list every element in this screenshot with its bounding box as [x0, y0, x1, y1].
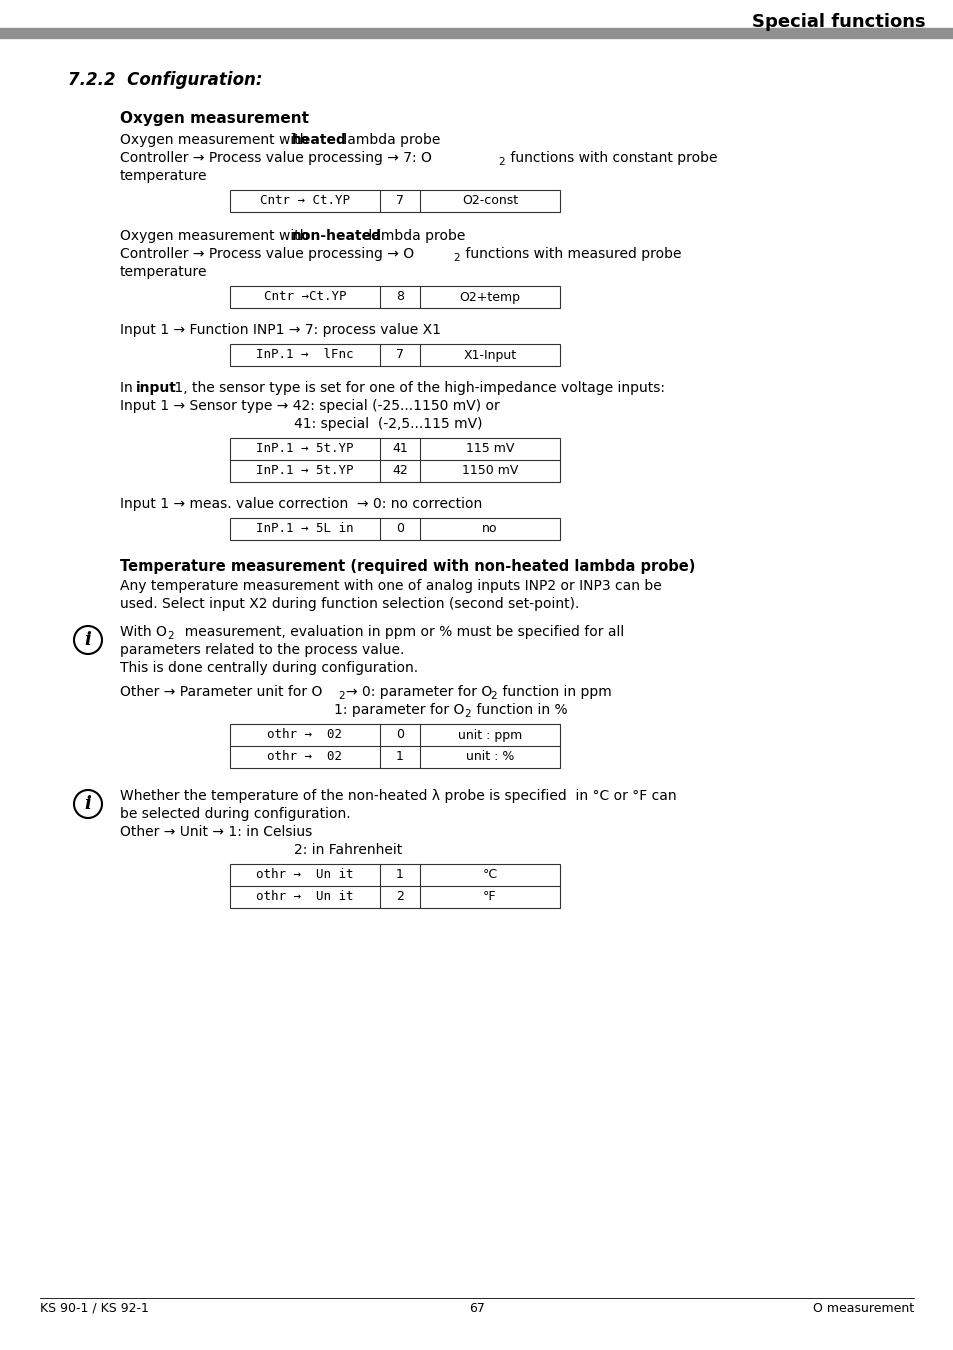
Text: KS 90-1 / KS 92-1: KS 90-1 / KS 92-1 — [40, 1301, 149, 1315]
Text: i: i — [85, 630, 91, 649]
Text: input: input — [136, 381, 176, 396]
Text: 2: 2 — [395, 891, 403, 903]
Text: Other → Unit → 1: in Celsius: Other → Unit → 1: in Celsius — [120, 825, 312, 838]
Text: heated: heated — [292, 134, 347, 147]
Text: othr →  02: othr → 02 — [267, 751, 342, 764]
Text: Controller → Process value processing → 7: O: Controller → Process value processing → … — [120, 151, 432, 165]
Text: othr →  02: othr → 02 — [267, 729, 342, 741]
Bar — [230, 724, 559, 768]
Text: 67: 67 — [469, 1301, 484, 1315]
Text: InP.1 →  lFnc: InP.1 → lFnc — [256, 348, 354, 362]
Text: InP.1 → 5t.YP: InP.1 → 5t.YP — [256, 443, 354, 455]
Text: Whether the temperature of the non-heated λ probe is specified  in °C or °F can: Whether the temperature of the non-heate… — [120, 788, 676, 803]
Text: 2: 2 — [167, 630, 173, 641]
Text: 2: 2 — [497, 157, 504, 167]
Text: i: i — [85, 795, 91, 813]
Text: function in %: function in % — [472, 703, 567, 717]
Text: °C: °C — [482, 868, 497, 882]
Text: Other → Parameter unit for O: Other → Parameter unit for O — [120, 684, 322, 699]
Text: 7: 7 — [395, 194, 403, 208]
Text: 2: 2 — [453, 252, 459, 263]
Text: Cntr → Ct.YP: Cntr → Ct.YP — [260, 194, 350, 208]
Text: parameters related to the process value.: parameters related to the process value. — [120, 643, 404, 657]
Text: 7: 7 — [395, 348, 403, 362]
Text: X1-Input: X1-Input — [463, 348, 516, 362]
Text: In: In — [120, 381, 137, 396]
Text: Controller → Process value processing → O: Controller → Process value processing → … — [120, 247, 414, 261]
Text: 2: 2 — [463, 709, 470, 720]
Bar — [0, 28, 953, 38]
Text: O measurement: O measurement — [812, 1301, 913, 1315]
Text: 2: 2 — [337, 691, 344, 701]
Text: Special functions: Special functions — [752, 14, 925, 31]
Text: → 0: parameter for O: → 0: parameter for O — [346, 684, 492, 699]
Text: functions with measured probe: functions with measured probe — [460, 247, 680, 261]
Text: 1150 mV: 1150 mV — [461, 464, 517, 478]
Text: temperature: temperature — [120, 265, 208, 279]
Text: 2: 2 — [490, 691, 497, 701]
Text: InP.1 → 5t.YP: InP.1 → 5t.YP — [256, 464, 354, 478]
Text: non-heated: non-heated — [292, 230, 381, 243]
Text: Oxygen measurement with: Oxygen measurement with — [120, 134, 313, 147]
Text: be selected during configuration.: be selected during configuration. — [120, 807, 351, 821]
Text: 0: 0 — [395, 729, 403, 741]
Text: 7.2.2  Configuration:: 7.2.2 Configuration: — [68, 72, 262, 89]
Text: 2: in Fahrenheit: 2: in Fahrenheit — [294, 842, 402, 857]
Text: O2+temp: O2+temp — [459, 290, 520, 304]
Text: lambda probe: lambda probe — [338, 134, 440, 147]
Bar — [230, 437, 559, 482]
Text: O2-const: O2-const — [461, 194, 517, 208]
Bar — [230, 190, 559, 212]
Text: temperature: temperature — [120, 169, 208, 184]
Text: Cntr →Ct.YP: Cntr →Ct.YP — [263, 290, 346, 304]
Text: Any temperature measurement with one of analog inputs INP2 or INP3 can be: Any temperature measurement with one of … — [120, 579, 661, 593]
Text: functions with constant probe: functions with constant probe — [505, 151, 717, 165]
Text: 1, the sensor type is set for one of the high-impedance voltage inputs:: 1, the sensor type is set for one of the… — [170, 381, 664, 396]
Text: lambda probe: lambda probe — [364, 230, 465, 243]
Text: Input 1 → Function INP1 → 7: process value X1: Input 1 → Function INP1 → 7: process val… — [120, 323, 440, 338]
Text: 1: 1 — [395, 751, 403, 764]
Text: unit : ppm: unit : ppm — [457, 729, 521, 741]
Text: 41: 41 — [392, 443, 408, 455]
Bar — [230, 864, 559, 909]
Bar — [230, 344, 559, 366]
Text: 1: 1 — [395, 868, 403, 882]
Text: Input 1 → Sensor type → 42: special (-25...1150 mV) or: Input 1 → Sensor type → 42: special (-25… — [120, 400, 499, 413]
Bar — [230, 286, 559, 308]
Text: With O: With O — [120, 625, 167, 639]
Text: 42: 42 — [392, 464, 408, 478]
Text: Oxygen measurement with: Oxygen measurement with — [120, 230, 313, 243]
Bar — [230, 518, 559, 540]
Text: Oxygen measurement: Oxygen measurement — [120, 111, 309, 126]
Text: 0: 0 — [395, 522, 403, 536]
Text: Input 1 → meas. value correction  → 0: no correction: Input 1 → meas. value correction → 0: no… — [120, 497, 482, 512]
Text: 8: 8 — [395, 290, 403, 304]
Text: used. Select input X2 during function selection (second set-point).: used. Select input X2 during function se… — [120, 597, 578, 612]
Text: othr →  Un it: othr → Un it — [256, 868, 354, 882]
Text: This is done centrally during configuration.: This is done centrally during configurat… — [120, 662, 417, 675]
Text: measurement, evaluation in ppm or % must be specified for all: measurement, evaluation in ppm or % must… — [175, 625, 623, 639]
Text: function in ppm: function in ppm — [497, 684, 611, 699]
Text: °F: °F — [483, 891, 497, 903]
Text: 41: special  (-2,5...115 mV): 41: special (-2,5...115 mV) — [294, 417, 482, 431]
Text: no: no — [482, 522, 497, 536]
Text: othr →  Un it: othr → Un it — [256, 891, 354, 903]
Text: unit : %: unit : % — [465, 751, 514, 764]
Text: 1: parameter for O: 1: parameter for O — [334, 703, 464, 717]
Text: Temperature measurement (required with non-heated lambda probe): Temperature measurement (required with n… — [120, 559, 695, 574]
Text: 115 mV: 115 mV — [465, 443, 514, 455]
Text: InP.1 → 5L in: InP.1 → 5L in — [256, 522, 354, 536]
